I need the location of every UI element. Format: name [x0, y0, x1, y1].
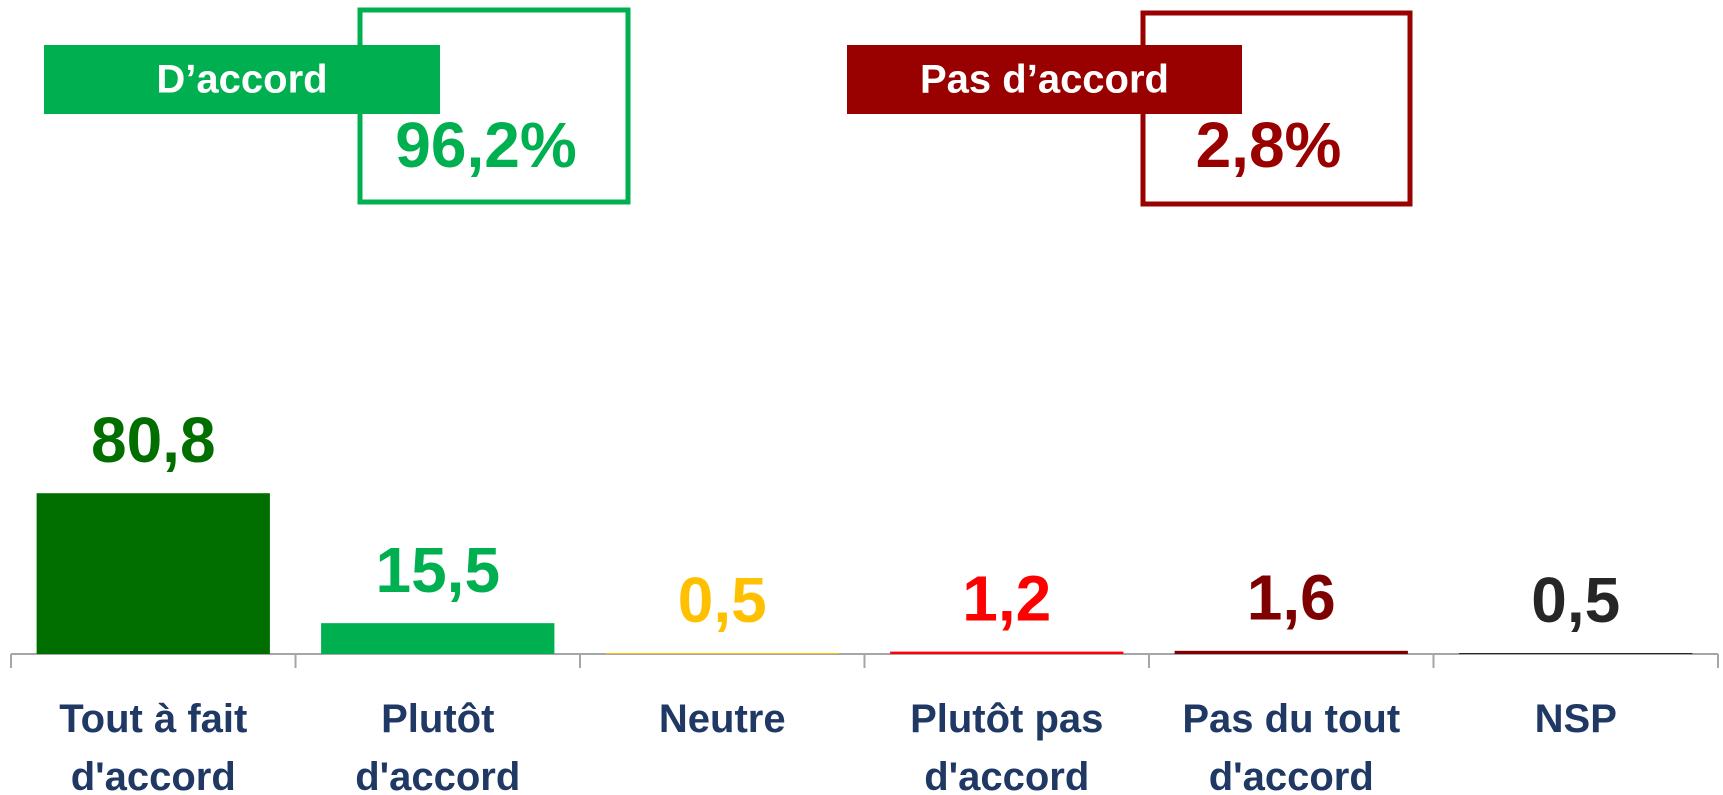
summary-value: 2,8% [1196, 109, 1342, 181]
bar [36, 493, 270, 654]
data-label: 15,5 [375, 534, 500, 606]
bar [605, 653, 839, 655]
x-tick-label: Neutre [658, 697, 786, 741]
data-label: 0,5 [678, 564, 767, 636]
summary-title: Pas d’accord [920, 58, 1169, 102]
data-label: 1,6 [1247, 562, 1336, 634]
x-tick-label: Tout à fait d'accord [59, 697, 248, 795]
bar [321, 623, 555, 654]
x-tick-label: Pas du tout d'accord [1182, 697, 1401, 795]
bar [890, 651, 1124, 654]
data-label: 0,5 [1531, 564, 1620, 636]
summary-value: 96,2% [395, 109, 576, 181]
data-label: 1,2 [962, 563, 1051, 635]
x-tick-label: Plutôt pas d'accord [910, 697, 1104, 795]
summary-title: D’accord [156, 58, 327, 102]
summary-banner [847, 45, 1242, 114]
bar [1459, 653, 1693, 655]
x-tick-label: Plutôt d'accord [355, 697, 521, 795]
bar [1174, 650, 1408, 654]
x-tick-label: NSP [1534, 697, 1617, 741]
summary-banner [44, 45, 440, 114]
data-label: 80,8 [91, 404, 216, 476]
